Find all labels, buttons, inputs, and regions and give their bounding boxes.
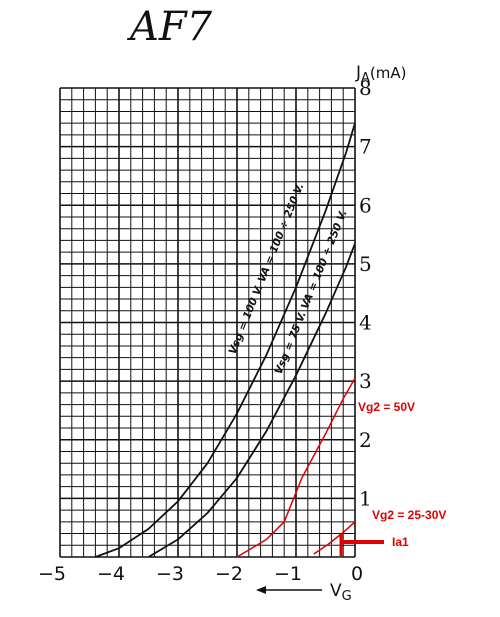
y-tick-label: 1 xyxy=(359,486,372,510)
y-tick-label: 4 xyxy=(359,311,372,335)
y-axis-label-main: J xyxy=(355,63,361,83)
y-axis-label: JA(mA) xyxy=(355,63,407,86)
x-axis-label-main: V xyxy=(330,581,342,601)
x-tick-label: −4 xyxy=(97,563,125,585)
x-axis-label-group: VG xyxy=(256,581,352,604)
x-axis-label-sub: G xyxy=(342,589,352,604)
x-tick-label: −2 xyxy=(215,563,243,585)
series-line-1 xyxy=(148,243,356,558)
y-tick-label: 6 xyxy=(359,193,372,217)
y-tick-label: 3 xyxy=(359,369,372,393)
x-tick-label: −3 xyxy=(156,563,184,585)
y-axis-label-sub: A xyxy=(361,71,370,86)
y-tick-label: 2 xyxy=(359,428,372,452)
label-vg2-50v: Vg2 = 50V xyxy=(358,400,415,414)
series-line-0 xyxy=(95,122,356,558)
x-tick-label: 0 xyxy=(351,563,363,585)
y-axis-label-unit: (mA) xyxy=(370,64,407,82)
label-ia1: Ia1 xyxy=(392,535,409,549)
x-tick-label: −1 xyxy=(274,563,302,585)
y-tick-label: 7 xyxy=(359,135,372,159)
x-axis-arrow-head xyxy=(256,586,266,594)
x-tick-label: −5 xyxy=(38,563,66,585)
x-axis-label: VG xyxy=(330,581,352,604)
series-line-3 xyxy=(313,521,356,555)
y-tick-label: 5 xyxy=(359,252,372,276)
curves xyxy=(95,122,356,558)
label-vg2-25-30v: Vg2 = 25-30V xyxy=(372,508,446,522)
grid xyxy=(59,87,356,558)
chart-title: AF7 xyxy=(126,4,213,50)
y-tick-label: 8 xyxy=(359,76,372,100)
series-line-2 xyxy=(236,377,356,558)
tick-labels: −5 −4 −3 −2 −1 0 1 2 3 4 5 6 7 8 xyxy=(38,76,372,585)
